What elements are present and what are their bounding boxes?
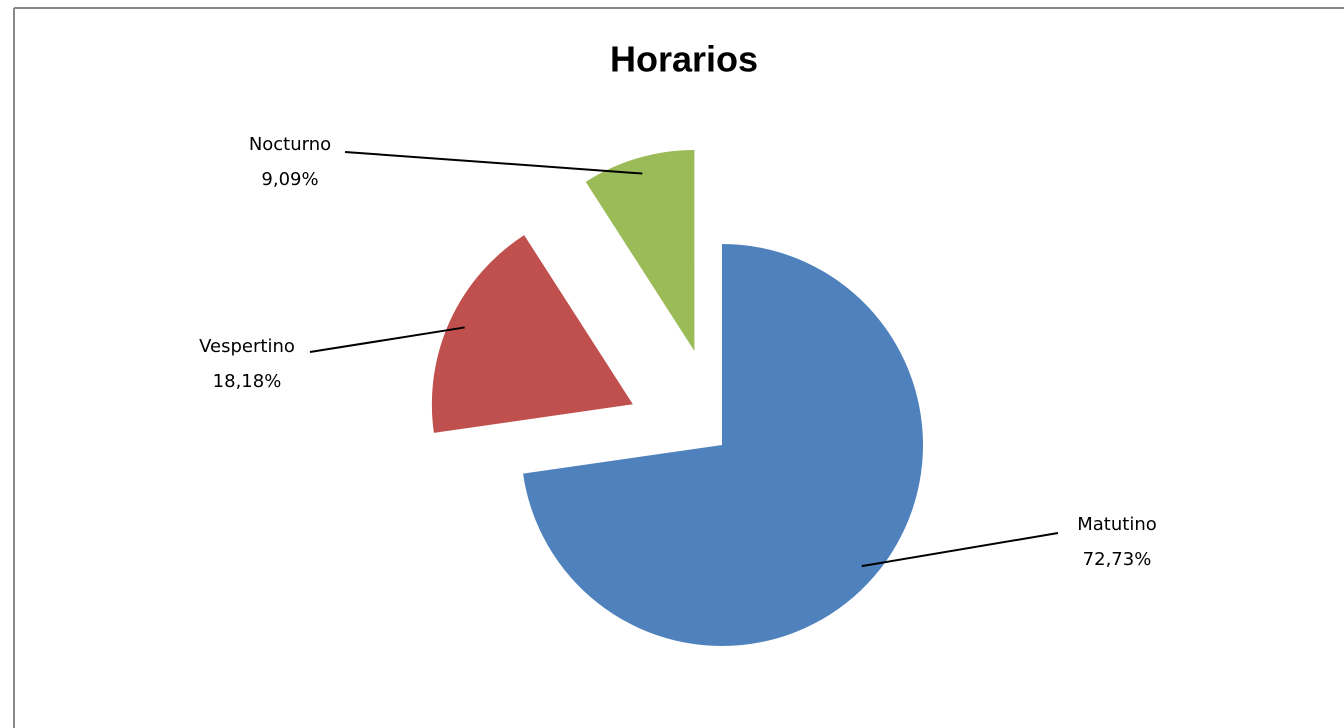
leader-line xyxy=(344,151,643,175)
leader-line xyxy=(861,532,1059,568)
slice-label: Nocturno xyxy=(249,134,331,155)
pie-slice xyxy=(585,149,695,351)
slice-value-label: 9,09% xyxy=(261,169,318,190)
slice-label: Vespertino xyxy=(199,336,295,357)
pie-slice xyxy=(431,235,633,433)
pie-slice xyxy=(523,244,923,646)
chart-title: Horarios xyxy=(610,39,758,80)
slice-label: Matutino xyxy=(1077,514,1157,535)
slice-value-label: 72,73% xyxy=(1083,549,1152,570)
slice-value-label: 18,18% xyxy=(213,371,282,392)
leader-line xyxy=(309,326,465,353)
